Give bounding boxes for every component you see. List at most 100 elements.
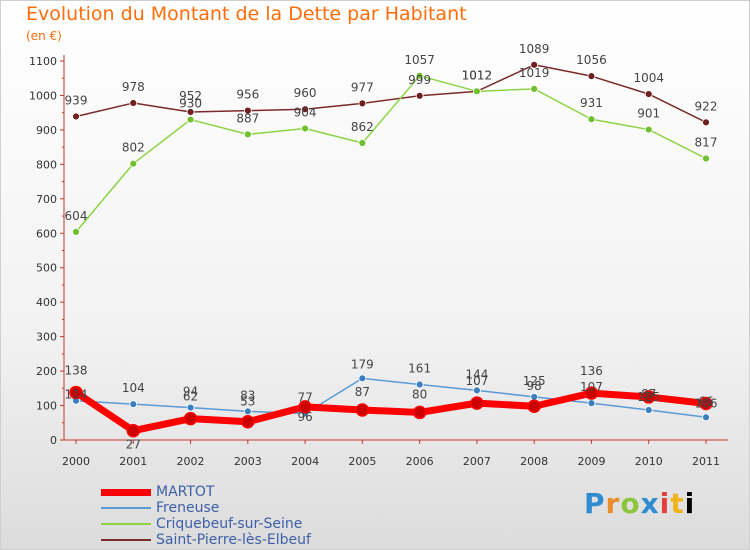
data-label: 83 <box>240 388 255 402</box>
data-point <box>358 99 367 108</box>
legend-swatch <box>101 523 151 525</box>
data-label: 817 <box>695 136 718 150</box>
data-label: 1012 <box>462 68 493 82</box>
data-point <box>186 108 195 116</box>
data-label: 94 <box>183 385 198 399</box>
legend-label: MARTOT <box>156 484 215 500</box>
series-line-Freneuse <box>75 377 707 419</box>
x-tick-label: 2002 <box>177 455 205 468</box>
data-label: 107 <box>580 380 603 394</box>
data-label: 80 <box>412 387 427 401</box>
legend-swatch <box>101 488 151 496</box>
data-point <box>473 87 481 96</box>
data-label: 1089 <box>519 42 550 56</box>
y-tick-label: 300 <box>36 331 57 344</box>
data-point <box>415 71 424 80</box>
data-label: 87 <box>641 387 656 401</box>
data-point <box>587 115 596 124</box>
data-point <box>69 385 83 400</box>
data-point <box>186 115 195 124</box>
data-point <box>72 227 80 236</box>
x-tick-label: 2006 <box>406 455 434 468</box>
data-label: 1019 <box>519 66 550 80</box>
brand-letter: i <box>684 487 696 520</box>
data-label: 66 <box>698 394 713 408</box>
x-tick-label: 2001 <box>119 455 147 468</box>
series-line-Saint-Pierre-lès-Elbeuf <box>75 64 707 124</box>
data-point <box>72 112 80 121</box>
data-label: 930 <box>179 97 202 111</box>
data-point <box>243 130 252 139</box>
x-tick-label: 2007 <box>463 455 491 468</box>
chart-title: Evolution du Montant de la Dette par Hab… <box>26 3 467 25</box>
data-label: 1012 <box>462 68 493 82</box>
data-point <box>243 106 252 115</box>
data-point <box>241 414 255 429</box>
legend-swatch <box>101 539 151 541</box>
data-point <box>527 399 541 413</box>
x-tick-label: 2008 <box>520 455 548 468</box>
data-label: 977 <box>351 80 374 94</box>
data-label: 1057 <box>404 53 435 67</box>
data-label: 62 <box>183 390 198 404</box>
y-tick-label: 1000 <box>29 89 57 102</box>
data-label: 114 <box>65 388 88 402</box>
brand-letter: x <box>640 487 660 520</box>
data-point <box>699 396 713 411</box>
brand-logo: Proxiti <box>584 487 695 520</box>
y-tick-label: 200 <box>36 365 57 378</box>
data-label: 904 <box>294 106 317 120</box>
data-label: 144 <box>465 367 488 381</box>
y-tick-label: 100 <box>36 400 57 413</box>
data-point <box>530 85 539 93</box>
y-tick-label: 400 <box>36 296 57 309</box>
legend-label: Criquebeuf-sur-Seine <box>156 516 303 532</box>
data-label: 125 <box>523 374 546 388</box>
data-point <box>415 380 424 389</box>
data-label: 138 <box>65 363 88 377</box>
data-label: 802 <box>122 141 145 155</box>
legend-label: Saint-Pierre-lès-Elbeuf <box>156 532 311 548</box>
data-point <box>584 386 599 400</box>
data-label: 939 <box>65 93 88 107</box>
y-tick-label: 600 <box>36 227 57 240</box>
data-point <box>301 105 309 114</box>
data-label: 956 <box>236 88 259 102</box>
data-label: 96 <box>297 410 312 424</box>
brand-letter: o <box>620 487 641 520</box>
data-label: 901 <box>637 107 660 121</box>
data-label: 104 <box>122 381 145 395</box>
data-point <box>415 91 424 100</box>
data-point <box>644 406 653 414</box>
data-point <box>644 90 653 98</box>
legend-label: Freneuse <box>156 500 220 516</box>
data-point <box>358 374 367 383</box>
data-label: 931 <box>580 96 603 110</box>
y-tick-label: 900 <box>36 124 57 137</box>
data-point <box>355 403 370 417</box>
data-point <box>470 396 484 410</box>
data-label: 960 <box>294 86 317 100</box>
data-label: 999 <box>408 73 431 87</box>
data-point <box>186 403 195 412</box>
data-point <box>530 393 539 401</box>
data-label: 106 <box>695 396 718 410</box>
data-point <box>644 125 653 134</box>
brand-letter: r <box>605 487 621 520</box>
data-point <box>183 411 198 426</box>
data-label: 978 <box>122 80 145 94</box>
data-label: 77 <box>297 390 312 404</box>
series-line-MARTOT <box>72 388 710 435</box>
data-label: 161 <box>408 362 431 376</box>
x-tick-label: 2004 <box>291 455 319 468</box>
data-label: 179 <box>351 357 374 371</box>
brand-letter: P <box>584 487 606 520</box>
x-tick-label: 2000 <box>62 455 90 468</box>
data-point <box>587 72 596 81</box>
y-tick-label: 800 <box>36 158 57 171</box>
brand-letter: t <box>670 487 685 520</box>
data-point <box>301 124 309 133</box>
x-tick-label: 2010 <box>635 455 663 468</box>
data-label: 952 <box>179 89 202 103</box>
